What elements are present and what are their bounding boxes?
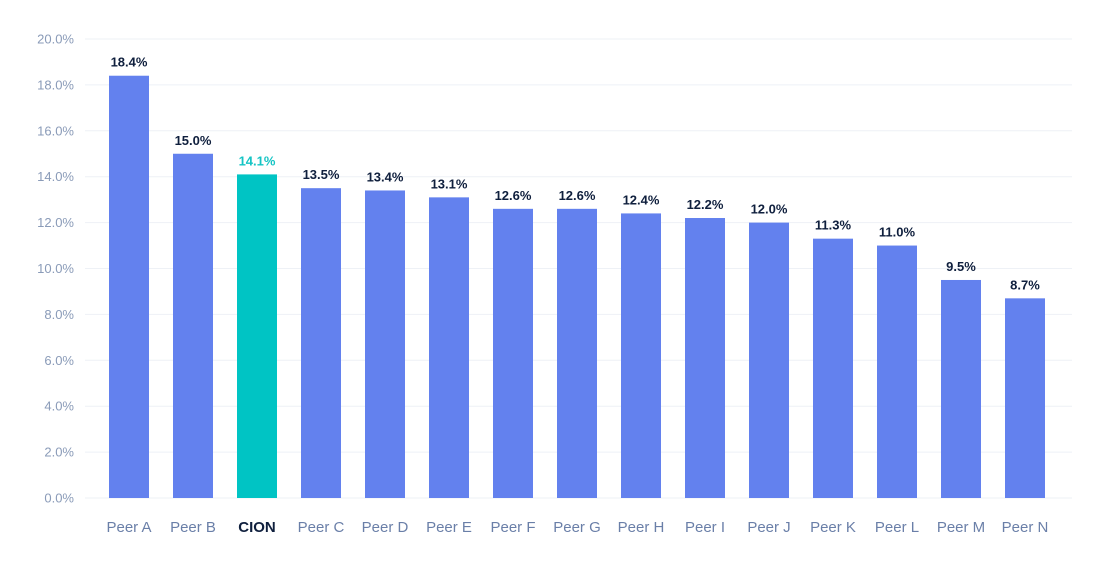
- x-tick-label: Peer B: [170, 519, 216, 536]
- bar-highlight: [237, 174, 277, 498]
- y-tick-label: 2.0%: [44, 445, 74, 460]
- data-label: 12.2%: [687, 197, 724, 212]
- data-label: 13.5%: [303, 167, 340, 182]
- bar: [173, 153, 213, 498]
- y-tick-label: 6.0%: [44, 353, 74, 368]
- bar: [1005, 298, 1045, 498]
- bar: [749, 222, 789, 498]
- y-tick-label: 10.0%: [37, 261, 74, 276]
- data-label: 13.4%: [367, 169, 404, 184]
- y-tick-label: 18.0%: [37, 77, 74, 92]
- y-tick-label: 4.0%: [44, 399, 74, 414]
- bar: [493, 208, 533, 498]
- x-tick-label: Peer L: [875, 519, 919, 536]
- bar: [557, 208, 597, 498]
- x-tick-label: Peer E: [426, 519, 472, 536]
- x-tick-label: Peer J: [747, 519, 790, 536]
- y-axis-ticks: 0.0% 2.0% 4.0% 6.0% 8.0% 10.0% 12.0% 14.0% 16.0%…: [37, 32, 74, 506]
- data-label: 12.0%: [751, 202, 788, 217]
- x-tick-label: CION: [238, 519, 276, 536]
- y-tick-label: 8.0%: [44, 307, 74, 322]
- y-tick-label: 12.0%: [37, 215, 74, 230]
- y-tick-label: 14.0%: [37, 169, 74, 184]
- x-axis-ticks: Peer A Peer B CION Peer C Peer D Peer E Peer F…: [106, 519, 1048, 536]
- data-label: 12.6%: [495, 188, 532, 203]
- y-tick-label: 16.0%: [37, 123, 74, 138]
- bars: [109, 75, 1045, 499]
- x-tick-label: Peer N: [1002, 519, 1049, 536]
- bar: [109, 75, 149, 498]
- data-label: 15.0%: [175, 133, 212, 148]
- x-tick-label: Peer M: [937, 519, 985, 536]
- data-label: 12.6%: [559, 188, 596, 203]
- data-label: 14.1%: [239, 153, 276, 168]
- y-tick-label: 0.0%: [44, 491, 74, 506]
- bar: [621, 213, 661, 499]
- x-tick-label: Peer H: [618, 519, 665, 536]
- bar: [301, 188, 341, 499]
- x-tick-label: Peer K: [810, 519, 856, 536]
- bar: [813, 238, 853, 499]
- x-tick-label: Peer D: [362, 519, 409, 536]
- bar: [429, 197, 469, 499]
- bar: [877, 245, 917, 498]
- x-tick-label: Peer F: [490, 519, 535, 536]
- data-label: 13.1%: [431, 176, 468, 191]
- data-label: 12.4%: [623, 192, 660, 207]
- data-label: 18.4%: [111, 55, 148, 70]
- data-label: 9.5%: [946, 259, 976, 274]
- data-labels: 18.4% 15.0% 14.1% 13.5% 13.4% 13.1% 12.6% 12.6%…: [111, 55, 1041, 293]
- x-tick-label: Peer A: [106, 519, 151, 536]
- x-tick-label: Peer C: [298, 519, 345, 536]
- data-label: 11.3%: [815, 218, 852, 233]
- x-tick-label: Peer G: [553, 519, 601, 536]
- data-label: 11.0%: [879, 225, 916, 240]
- bar: [685, 218, 725, 498]
- x-tick-label: Peer I: [685, 519, 725, 536]
- data-label: 8.7%: [1010, 277, 1040, 292]
- bar: [365, 190, 405, 498]
- bar: [941, 279, 981, 498]
- y-tick-label: 20.0%: [37, 32, 74, 47]
